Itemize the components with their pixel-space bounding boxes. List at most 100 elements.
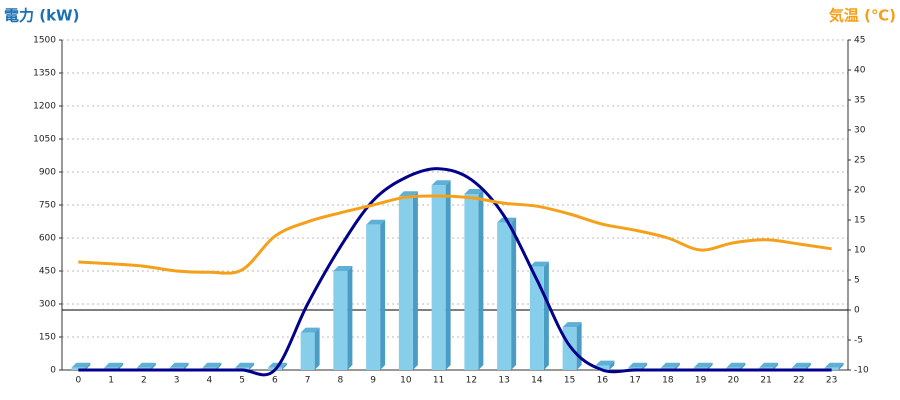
y-tick-label: 300 (39, 300, 56, 310)
x-tick-label: 2 (141, 376, 147, 386)
y-tick-label: 1050 (33, 135, 56, 145)
y-tick-label: 0 (50, 366, 56, 376)
bar-side (85, 362, 91, 370)
bar-side (183, 362, 189, 370)
bar-side (511, 217, 517, 370)
y-tick-label: 750 (39, 201, 56, 211)
bar-top (693, 362, 713, 368)
bar-side (412, 191, 418, 370)
y2-tick-label: 10 (854, 246, 866, 256)
x-tick-label: 14 (531, 376, 543, 386)
bar-side (674, 362, 680, 370)
bar-side (118, 362, 124, 370)
x-tick-label: 19 (695, 376, 707, 386)
bar-top (726, 362, 746, 368)
y2-tick-label: 30 (854, 126, 866, 136)
bar (398, 196, 413, 370)
bar-side (380, 219, 386, 370)
y-axis-title: 電力 (kW) (4, 7, 79, 25)
bar-top (235, 362, 255, 368)
bar-top (366, 219, 386, 225)
bar (333, 271, 348, 370)
bar-side (805, 362, 811, 370)
bar-side (281, 362, 287, 370)
x-tick-label: 8 (338, 376, 344, 386)
y2-axis-title: 気温 (℃) (829, 7, 896, 25)
y2-tick-label: 25 (854, 156, 865, 166)
bar-top (628, 362, 648, 368)
y2-tick-label: 40 (854, 66, 866, 76)
x-tick-label: 9 (370, 376, 376, 386)
x-tick-label: 10 (400, 376, 412, 386)
y-tick-label: 150 (39, 333, 56, 343)
y-tick-label: 1350 (33, 69, 56, 79)
y-tick-label: 900 (39, 168, 56, 178)
x-tick-label: 11 (433, 376, 444, 386)
bar-top (464, 189, 484, 194)
bar (595, 365, 610, 370)
bar (562, 327, 577, 370)
x-tick-label: 18 (662, 376, 674, 386)
x-tick-label: 7 (305, 376, 311, 386)
bar-top (104, 362, 124, 368)
x-tick-label: 4 (207, 376, 213, 386)
y2-tick-label: 5 (854, 276, 860, 286)
bar-top (202, 362, 222, 368)
x-tick-label: 21 (760, 376, 771, 386)
bar (529, 266, 544, 370)
bar-side (216, 362, 222, 370)
bar-top (595, 360, 615, 366)
line (78, 167, 832, 377)
y2-tick-label: 20 (854, 186, 866, 196)
bar-side (609, 360, 615, 370)
bar-side (707, 362, 713, 370)
bar-top (300, 327, 320, 333)
y2-tick-label: 0 (854, 306, 860, 316)
bar-side (642, 362, 648, 370)
bar-side (478, 189, 484, 370)
y-tick-label: 600 (39, 234, 56, 244)
x-tick-label: 5 (239, 376, 245, 386)
y-tick-label: 1500 (33, 36, 56, 46)
bar-top (398, 191, 418, 197)
x-tick-label: 12 (466, 376, 477, 386)
bar-side (249, 362, 255, 370)
bar-side (150, 362, 156, 370)
bar-top (169, 362, 189, 368)
bar (497, 222, 512, 370)
bar-side (543, 261, 549, 370)
x-tick-label: 3 (174, 376, 180, 386)
x-tick-label: 17 (629, 376, 640, 386)
x-tick-label: 15 (564, 376, 575, 386)
bar (300, 332, 315, 370)
bar-top (529, 261, 549, 267)
bar-top (562, 322, 582, 328)
y-tick-label: 450 (39, 267, 56, 277)
bar-top (431, 180, 451, 186)
bar (366, 224, 381, 370)
x-tick-label: 23 (826, 376, 837, 386)
x-tick-label: 13 (498, 376, 509, 386)
y2-tick-label: 15 (854, 216, 865, 226)
y-tick-label: 1200 (33, 102, 56, 112)
bar-top (791, 362, 811, 368)
x-tick-label: 6 (272, 376, 278, 386)
y2-tick-label: 45 (854, 36, 865, 46)
y2-tick-label: 35 (854, 96, 865, 106)
bar-side (773, 362, 779, 370)
bar-top (71, 362, 91, 368)
bar (431, 185, 446, 370)
x-tick-label: 0 (76, 376, 82, 386)
x-tick-label: 20 (728, 376, 740, 386)
bar-top (333, 266, 353, 271)
x-tick-label: 22 (793, 376, 804, 386)
x-tick-label: 1 (108, 376, 114, 386)
bar-top (136, 362, 156, 368)
bar-side (576, 322, 582, 370)
y2-tick-label: -5 (854, 336, 863, 346)
y2-tick-label: -10 (854, 366, 869, 376)
bar-side (740, 362, 746, 370)
bar (464, 194, 479, 370)
bar-side (347, 266, 353, 370)
